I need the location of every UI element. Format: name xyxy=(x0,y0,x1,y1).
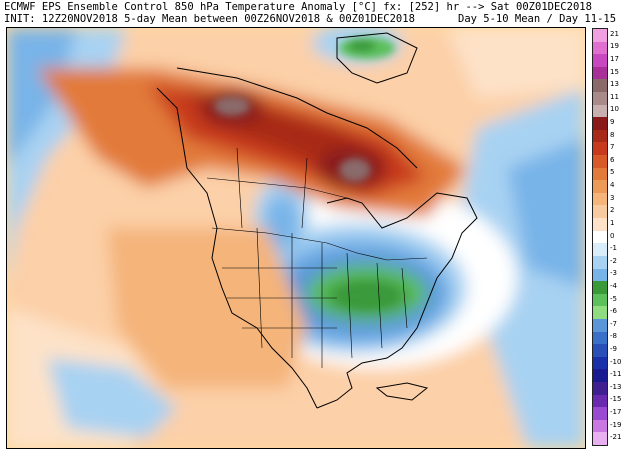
color-scale-label: 0 xyxy=(610,231,615,240)
color-scale-swatch xyxy=(593,243,607,257)
color-scale-label: 6 xyxy=(610,155,615,164)
period-label: Day 5-10 Mean / Day 11-15 xyxy=(458,13,617,25)
color-scale-swatch xyxy=(593,369,607,383)
color-scale-label: 15 xyxy=(610,67,619,76)
color-scale-swatch xyxy=(593,205,607,219)
color-scale-swatch xyxy=(593,117,607,131)
color-scale-swatch xyxy=(593,293,607,307)
color-scale-swatch xyxy=(593,432,607,446)
color-scale-label: -9 xyxy=(610,344,617,353)
color-scale-swatch xyxy=(593,419,607,433)
color-scale-swatch xyxy=(593,407,607,421)
color-scale-label: 17 xyxy=(610,55,619,63)
color-scale-swatch xyxy=(593,167,607,181)
color-scale-label: 2 xyxy=(610,206,615,215)
color-scale-label: -17 xyxy=(610,407,622,416)
color-scale-swatch xyxy=(593,218,607,232)
color-scale-swatch xyxy=(593,54,607,68)
map-title: ECMWF EPS Ensemble Control 850 hPa Tempe… xyxy=(4,1,592,13)
color-scale-label: 21 xyxy=(610,29,619,38)
color-scale-label: 8 xyxy=(610,130,615,139)
color-scale-label: -7 xyxy=(610,319,617,328)
color-scale-label: -2 xyxy=(610,256,617,265)
init-line: INIT: 12Z20NOV2018 5-day Mean between 00… xyxy=(4,13,415,25)
color-scale-swatch xyxy=(593,129,607,143)
coastlines xyxy=(156,32,478,409)
color-scale-swatch xyxy=(593,155,607,169)
color-scale-swatch xyxy=(593,192,607,206)
color-scale-bar xyxy=(592,28,608,446)
color-scale-label: 4 xyxy=(610,181,615,190)
color-scale-label: 5 xyxy=(610,168,615,177)
color-scale-swatch xyxy=(593,104,607,118)
color-scale-swatch xyxy=(593,230,607,244)
color-scale-label: -19 xyxy=(610,420,622,429)
color-scale-swatch xyxy=(593,142,607,156)
political-borders xyxy=(206,147,428,368)
color-scale-swatch xyxy=(593,344,607,358)
map-canvas xyxy=(7,28,585,448)
color-scale-label: -15 xyxy=(610,395,622,404)
color-scale-label: 10 xyxy=(610,105,619,114)
color-scale-label: -1 xyxy=(610,244,617,253)
color-scale-label: 9 xyxy=(610,118,615,127)
color-scale-label: -8 xyxy=(610,332,617,341)
color-scale-swatch xyxy=(593,180,607,194)
color-scale-swatch xyxy=(593,356,607,370)
color-scale-label: -11 xyxy=(610,370,622,379)
color-scale-swatch xyxy=(593,306,607,320)
color-scale-swatch xyxy=(593,255,607,269)
color-scale-label: -13 xyxy=(610,382,622,391)
color-scale-label: 19 xyxy=(610,42,619,51)
color-scale-label: 1 xyxy=(610,218,615,227)
color-scale-swatch xyxy=(593,92,607,106)
color-scale-swatch xyxy=(593,29,607,43)
color-scale-label: 11 xyxy=(610,92,619,101)
color-scale-label: 7 xyxy=(610,143,615,152)
color-scale-swatch xyxy=(593,281,607,295)
color-scale-label: -10 xyxy=(610,357,622,366)
color-scale-swatch xyxy=(593,394,607,408)
anomaly-map xyxy=(6,27,586,449)
color-scale-label: 13 xyxy=(610,80,619,89)
color-scale-swatch xyxy=(593,66,607,80)
color-scale-swatch xyxy=(593,268,607,282)
color-scale-swatch xyxy=(593,41,607,55)
color-scale-label: -6 xyxy=(610,307,617,316)
color-scale-label: -3 xyxy=(610,269,617,278)
color-scale-label: 3 xyxy=(610,193,615,202)
color-scale-swatch xyxy=(593,381,607,396)
color-scale-label: -21 xyxy=(610,433,622,442)
color-scale-swatch xyxy=(593,79,607,93)
color-scale-swatch xyxy=(593,331,607,345)
anomaly-extremes xyxy=(214,37,395,307)
color-scale-label: -5 xyxy=(610,294,617,303)
color-scale-label: -4 xyxy=(610,281,617,290)
color-scale-swatch xyxy=(593,318,607,333)
